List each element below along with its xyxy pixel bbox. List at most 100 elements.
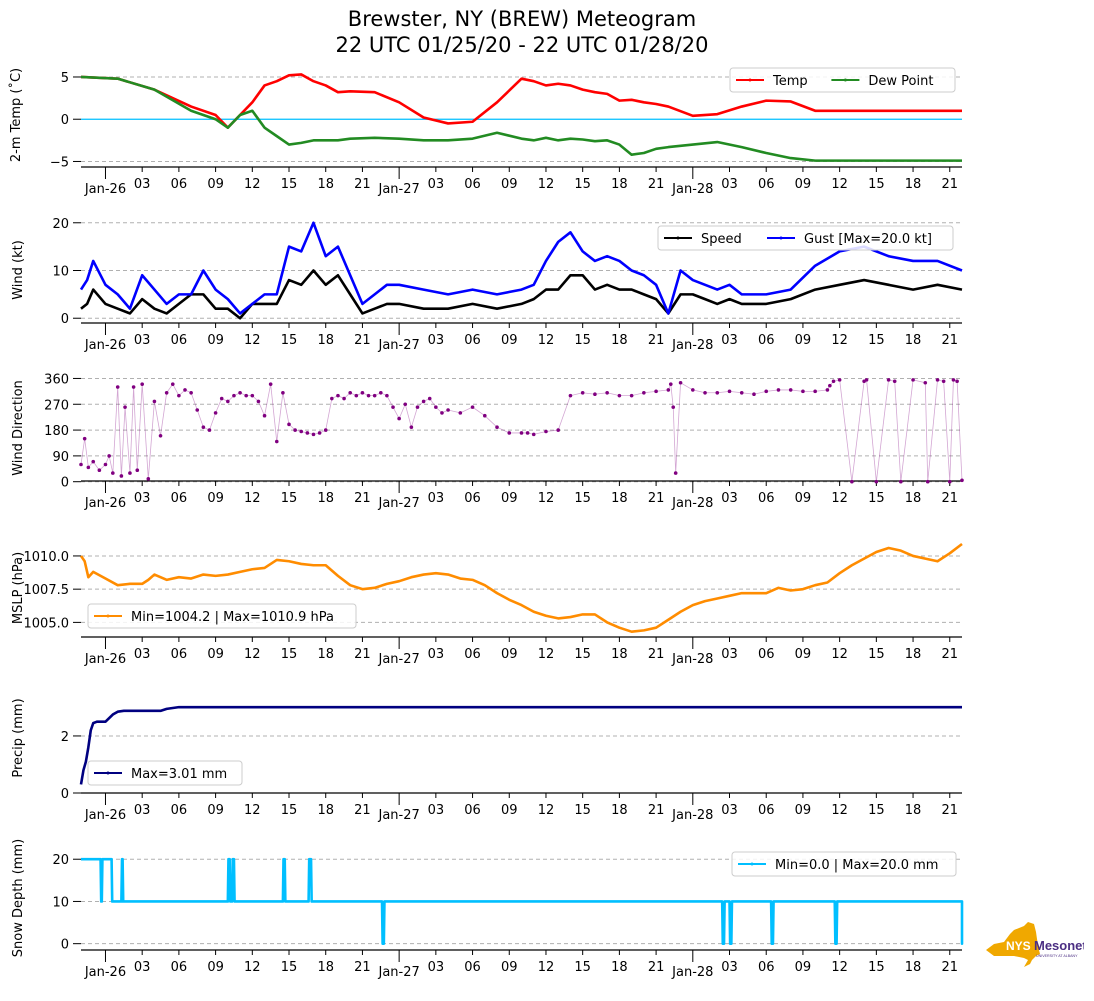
wind-direction-point (715, 390, 720, 395)
panel-wind: 0 10 20 Wind (kt) 03 06 09 12 15 18 21 03 06 09 12 15 18… (11, 217, 963, 353)
x-tick-label: 03 (134, 647, 151, 662)
x-tick-label: 21 (941, 803, 958, 818)
x-tick-label: 15 (868, 803, 885, 818)
y-tick-label: 0 (61, 938, 69, 953)
x-tick-label: 12 (831, 491, 848, 506)
legend-label: Min=0.0 | Max=20.0 mm (775, 858, 938, 873)
wind-direction-point (923, 380, 928, 385)
x-tick-label: 15 (574, 491, 591, 506)
wind-direction-point (82, 436, 87, 441)
wind-direction-point (886, 378, 891, 382)
wind-direction-point (691, 388, 695, 392)
wind-direction-point (668, 382, 673, 386)
y-tick-label: 0 (61, 476, 69, 491)
wind-direction-point (899, 479, 903, 484)
x-major-tick-label: Jan-28 (671, 652, 713, 667)
wind-direction-point (115, 385, 120, 389)
legend-marker (779, 236, 783, 240)
wind-direction-point (525, 431, 530, 435)
wind-direction-point (831, 379, 836, 384)
x-tick-label: 15 (574, 803, 591, 818)
series-line-speed (80, 269, 963, 320)
x-tick-label: 15 (868, 491, 885, 506)
nys-mesonet-logo: NYS Mesonet UNIVERSITY AT ALBANY (986, 922, 1084, 967)
wind-direction-point (201, 425, 206, 430)
wind-direction-point (111, 471, 115, 475)
x-tick-label: 18 (905, 960, 922, 975)
x-tick-label: 18 (317, 177, 334, 192)
wind-direction-point (311, 432, 316, 437)
x-tick-label: 09 (501, 803, 518, 818)
x-tick-label: 03 (134, 333, 151, 348)
wind-direction-point (226, 399, 230, 404)
y-tick-label: 10 (52, 895, 69, 910)
x-tick-label: 06 (171, 803, 188, 818)
x-tick-label: 21 (941, 960, 958, 975)
x-tick-label: 15 (574, 960, 591, 975)
x-major-tick-label: Jan-26 (84, 808, 126, 823)
wind-direction-point (642, 390, 646, 395)
wind-direction-point (801, 389, 805, 394)
x-tick-label: 12 (831, 177, 848, 192)
x-tick-label: 03 (134, 960, 151, 975)
wind-direction-point (219, 396, 224, 401)
x-tick-label: 06 (464, 803, 481, 818)
x-tick-label: 09 (501, 960, 518, 975)
wind-direction-point (158, 434, 163, 438)
panel-precip: 0 2 Precip (mm) 03 06 09 12 15 18 21 03 06 09 12 15 18 2… (11, 698, 962, 823)
y-tick-label: 90 (52, 450, 69, 465)
wind-direction-point (177, 393, 181, 398)
x-tick-label: 03 (428, 491, 445, 506)
x-tick-label: 15 (868, 177, 885, 192)
x-tick-label: 21 (648, 177, 665, 192)
x-tick-label: 06 (171, 647, 188, 662)
x-tick-label: 15 (281, 647, 298, 662)
wind-direction-point (378, 390, 383, 395)
wind-direction-point (170, 382, 175, 386)
legend-label: Gust [Max=20.0 kt] (804, 232, 932, 247)
x-tick-label: 03 (721, 647, 738, 662)
wind-direction-point (556, 428, 561, 432)
legend-label: Speed (701, 232, 742, 247)
x-tick-label: 21 (354, 177, 371, 192)
wind-direction-point (213, 411, 218, 415)
x-major-tick-label: Jan-26 (84, 652, 126, 667)
wind-direction-point (299, 429, 304, 434)
series-line-snow (81, 857, 964, 945)
x-tick-label: 15 (281, 803, 298, 818)
panel-snow: 0 10 20 Snow Depth (mm) 03 06 09 12 15 18 21 03 06 09… (11, 839, 964, 980)
y-tick-label: −5 (50, 155, 69, 170)
wind-direction-point (360, 390, 365, 395)
wind-direction-point (828, 383, 832, 388)
x-tick-label: 18 (905, 491, 922, 506)
wind-direction-point (673, 471, 678, 475)
x-tick-label: 18 (611, 333, 628, 348)
x-tick-label: 12 (244, 803, 261, 818)
wind-direction-point (813, 389, 817, 394)
x-tick-label: 21 (648, 647, 665, 662)
wind-direction-point (666, 388, 671, 392)
legend-marker (106, 771, 110, 775)
x-tick-label: 06 (171, 491, 188, 506)
x-tick-label: 18 (611, 491, 628, 506)
legend-mslp: Min=1004.2 | Max=1010.9 hPa (87, 603, 357, 629)
legend-box (87, 603, 357, 629)
y-tick-label: 270 (44, 398, 69, 413)
wind-direction-point (128, 471, 132, 475)
wind-direction-point (837, 378, 842, 382)
x-tick-label: 21 (941, 491, 958, 506)
x-tick-label: 03 (721, 491, 738, 506)
wind-direction-point (123, 405, 127, 409)
x-tick-label: 09 (207, 177, 224, 192)
x-tick-label: 15 (281, 491, 298, 506)
legend-box (87, 760, 243, 786)
wind-direction-point (274, 439, 279, 444)
wind-direction-point (531, 432, 536, 437)
logo-nys-text: NYS (1006, 939, 1031, 953)
x-tick-label: 15 (574, 647, 591, 662)
legend-wind: Speed Gust [Max=20.0 kt] (657, 225, 954, 251)
x-tick-label: 21 (354, 803, 371, 818)
wind-direction-point (372, 393, 377, 398)
